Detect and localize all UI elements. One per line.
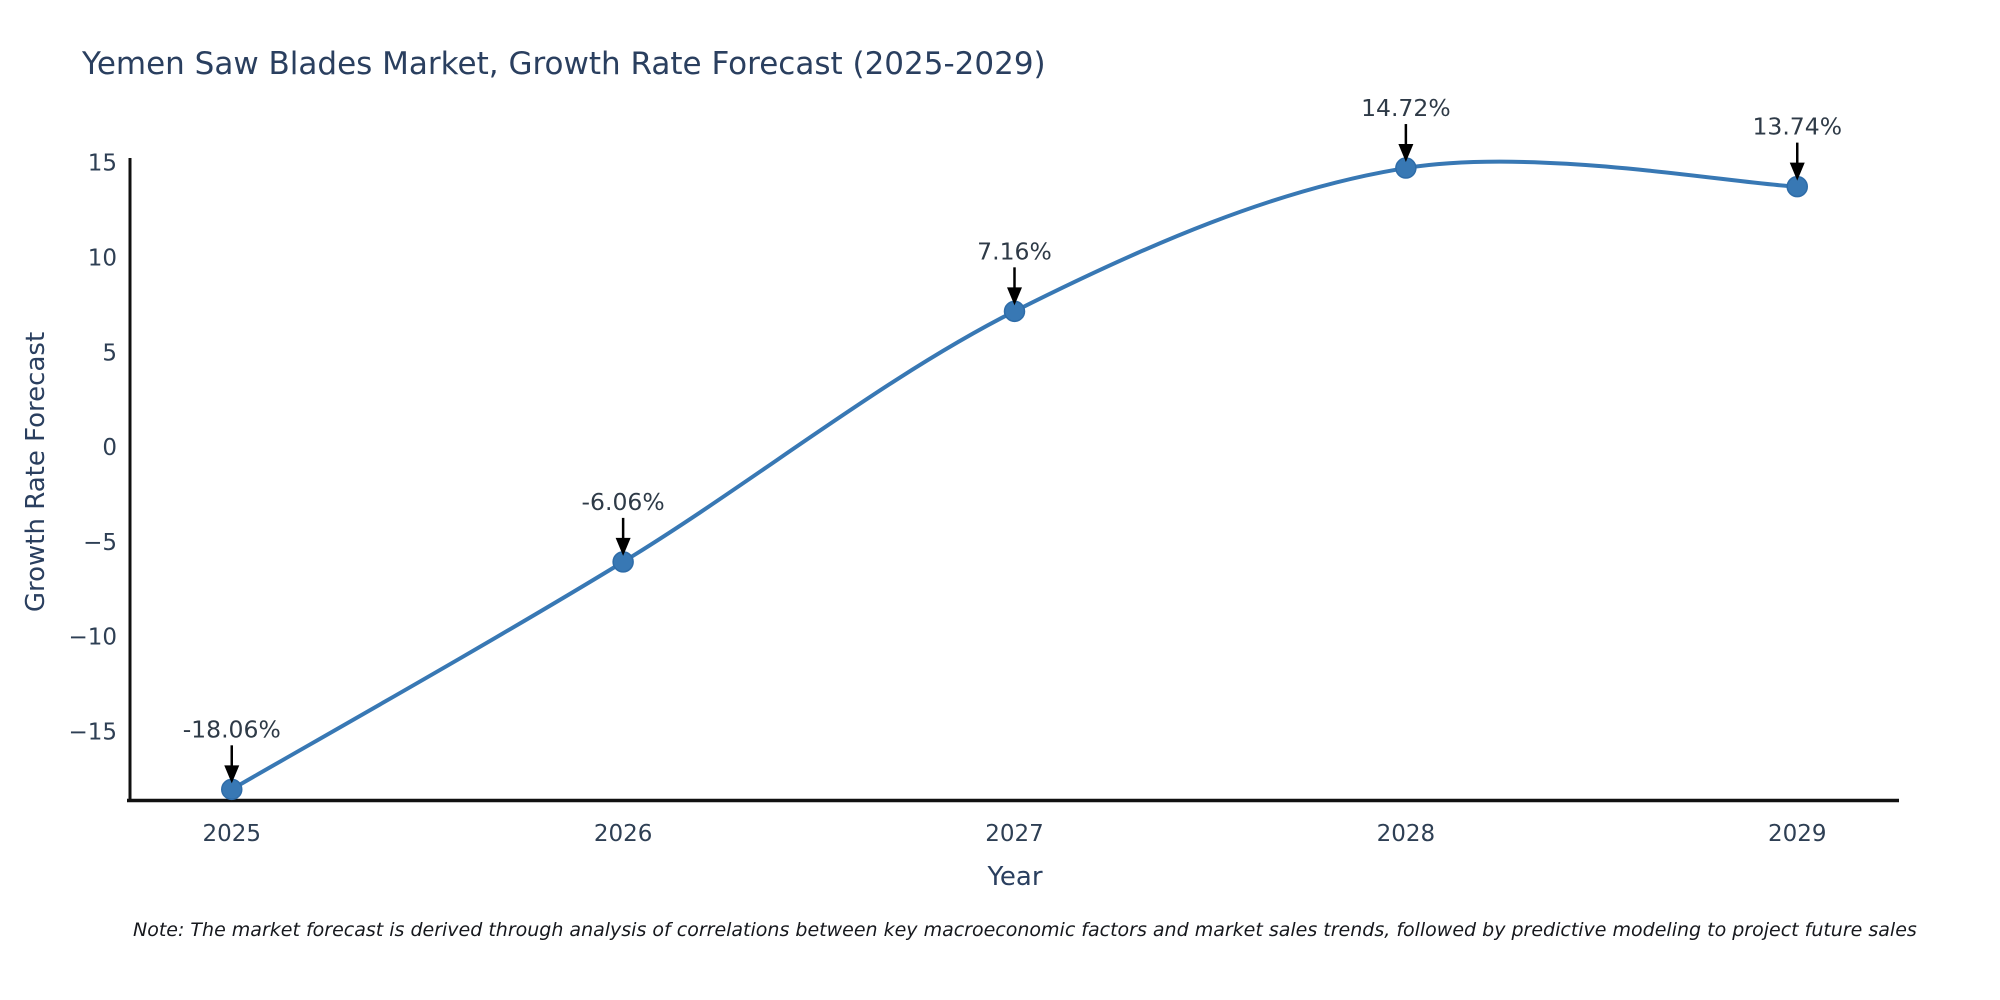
x-tick-label: 2028 <box>1377 821 1436 847</box>
x-tick-label: 2027 <box>985 821 1044 847</box>
y-tick-label: 15 <box>88 151 117 177</box>
y-tick-label: 10 <box>88 246 117 272</box>
y-tick-label: −10 <box>68 625 117 651</box>
annotation-arrowhead-icon <box>1789 162 1805 181</box>
y-tick-label: 5 <box>102 340 117 366</box>
point-value-label: -6.06% <box>582 488 665 516</box>
point-value-label: 7.16% <box>977 237 1052 265</box>
x-tick-label: 2029 <box>1768 821 1827 847</box>
x-tick-label: 2026 <box>594 821 653 847</box>
y-tick-label: −15 <box>68 719 117 745</box>
x-axis-title: Year <box>987 862 1043 892</box>
footnote: Note: The market forecast is derived thr… <box>133 919 1917 941</box>
annotation-arrowhead-icon <box>1398 144 1414 163</box>
annotation-arrowhead-icon <box>615 537 631 556</box>
y-tick-label: −5 <box>83 530 117 556</box>
x-tick-label: 2025 <box>202 821 261 847</box>
point-value-label: 13.74% <box>1752 113 1842 141</box>
y-tick-label: 0 <box>102 435 117 461</box>
point-value-label: -18.06% <box>183 715 281 743</box>
annotation-arrowhead-icon <box>224 765 240 784</box>
point-value-label: 14.72% <box>1361 94 1451 122</box>
annotation-arrowhead-icon <box>1007 287 1022 306</box>
chart-title: Yemen Saw Blades Market, Growth Rate For… <box>82 46 1046 82</box>
